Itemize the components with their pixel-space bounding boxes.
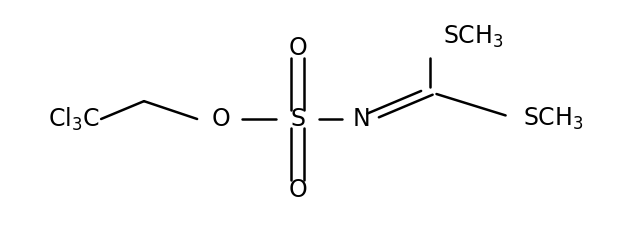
Text: SCH$_3$: SCH$_3$ <box>524 106 584 132</box>
Text: N: N <box>353 107 371 131</box>
Text: O: O <box>288 36 307 60</box>
Text: O: O <box>288 178 307 202</box>
Text: S: S <box>290 107 305 131</box>
Text: SCH$_3$: SCH$_3$ <box>444 24 504 50</box>
Text: O: O <box>211 107 230 131</box>
Text: Cl$_3$C: Cl$_3$C <box>48 105 99 133</box>
